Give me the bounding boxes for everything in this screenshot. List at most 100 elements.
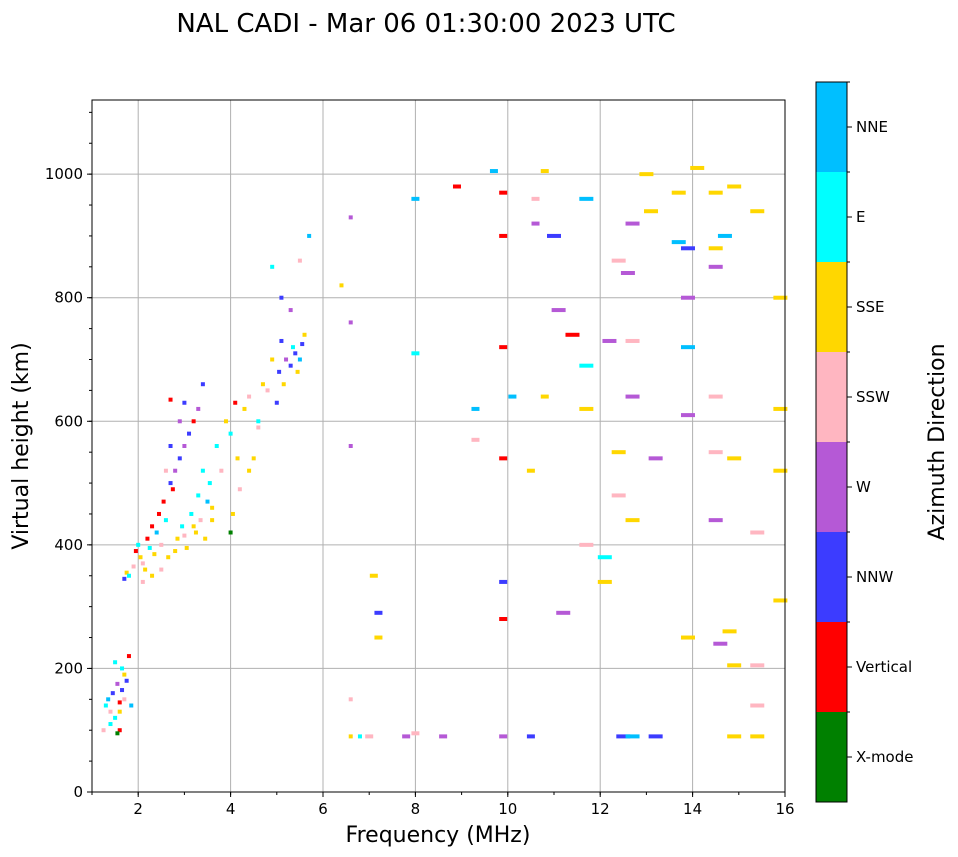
data-point-w [556, 610, 571, 615]
data-point-ssw [750, 663, 765, 668]
data-point-w [196, 406, 201, 411]
data-point-sse [210, 505, 215, 510]
data-point-nne [671, 240, 686, 245]
data-point-w [348, 215, 353, 220]
colorbar-label-e: E [856, 208, 865, 226]
data-point-sse [210, 518, 215, 523]
data-point-nne [508, 394, 517, 399]
data-point-sse [750, 734, 765, 739]
data-point-w [625, 394, 640, 399]
colorbar-label-nne: NNE [856, 118, 888, 136]
data-point-nne [205, 499, 210, 504]
data-point-vertical [145, 536, 150, 541]
data-point-sse [191, 524, 196, 529]
data-point-sse [150, 573, 155, 578]
data-point-e [214, 444, 219, 448]
data-point-sse [348, 734, 353, 739]
colorbar-segment-x-mode [816, 712, 847, 802]
data-point-e [207, 481, 212, 486]
data-point-ssw [708, 450, 723, 455]
data-point-vertical [126, 654, 131, 659]
data-point-w [680, 413, 695, 418]
y-axis-label: Virtual height (km) [9, 342, 34, 549]
data-point-nnw [187, 431, 192, 436]
data-point-nne [471, 406, 480, 411]
data-point-w [284, 357, 289, 362]
data-point-e [256, 419, 261, 424]
data-point-sse [117, 709, 122, 714]
data-point-w [620, 271, 635, 275]
data-point-w [648, 456, 663, 461]
data-point-e [290, 345, 295, 350]
data-point-ssw [611, 258, 626, 263]
data-point-w [173, 468, 178, 473]
data-point-vertical [170, 487, 175, 492]
data-point-nnw [279, 338, 284, 343]
data-point-nne [489, 169, 498, 174]
data-point-ssw [131, 564, 136, 569]
data-point-nnw [274, 400, 279, 405]
data-point-sse [166, 555, 171, 560]
data-point-nnw [277, 369, 282, 374]
x-tick-label: 16 [775, 800, 794, 818]
data-point-nnw [182, 400, 187, 405]
colorbar-label-x-mode: X-mode [856, 748, 913, 766]
data-point-vertical [499, 617, 508, 621]
data-point-nnw [168, 481, 173, 486]
data-point-ssw [625, 338, 640, 343]
data-point-e [120, 666, 125, 671]
data-point-ssw [101, 728, 106, 733]
data-point-sse [727, 734, 742, 739]
data-point-w [177, 419, 182, 424]
data-point-w [708, 264, 723, 269]
data-point-sse [138, 555, 143, 560]
data-point-sse [184, 545, 189, 550]
colorbar-frame [815, 81, 848, 803]
data-point-nne [129, 703, 134, 708]
data-point-sse [644, 209, 659, 214]
y-tick-label: 600 [54, 412, 83, 430]
data-point-ssw [159, 542, 164, 547]
data-point-nne [307, 233, 312, 238]
colorbar-label-vertical: Vertical [856, 658, 912, 676]
data-point-vertical [133, 549, 138, 554]
data-point-sse [173, 549, 178, 554]
data-point-vertical [499, 345, 508, 350]
data-point-nne [625, 734, 640, 739]
data-point-x-mode [228, 530, 233, 535]
x-tick-label: 14 [683, 800, 702, 818]
data-point-ssw [579, 542, 594, 547]
data-point-e [357, 734, 362, 739]
data-point-sse [708, 246, 723, 251]
data-point-sse [773, 295, 788, 300]
data-point-sse [302, 332, 307, 337]
data-point-ssw [531, 196, 540, 201]
data-point-w [439, 734, 448, 739]
data-point-e [200, 468, 205, 473]
x-tick-label: 6 [318, 800, 328, 818]
data-point-ssw [122, 697, 127, 702]
data-point-nnw [648, 734, 663, 739]
data-point-w [182, 444, 187, 448]
data-point-nnw [120, 688, 125, 693]
y-tick-label: 800 [54, 289, 83, 307]
x-tick-label: 10 [498, 800, 517, 818]
data-point-nnw [680, 246, 695, 251]
data-point-e [113, 660, 118, 665]
data-point-nnw [288, 363, 293, 368]
colorbar-label-sse: SSE [856, 298, 885, 316]
data-point-sse [727, 663, 742, 668]
data-point-sse [727, 184, 742, 189]
data-point-w [708, 518, 723, 523]
data-point-e [189, 511, 194, 516]
data-point-sse [122, 672, 127, 677]
data-point-e [136, 542, 141, 547]
data-point-ssw [265, 388, 270, 393]
data-point-sse [579, 406, 594, 411]
data-point-nnw [374, 610, 383, 615]
data-point-nne [106, 697, 111, 702]
data-point-e [126, 573, 131, 578]
data-point-ssw [159, 567, 164, 572]
data-point-ssw [182, 533, 187, 538]
y-tick-label: 0 [73, 783, 83, 801]
